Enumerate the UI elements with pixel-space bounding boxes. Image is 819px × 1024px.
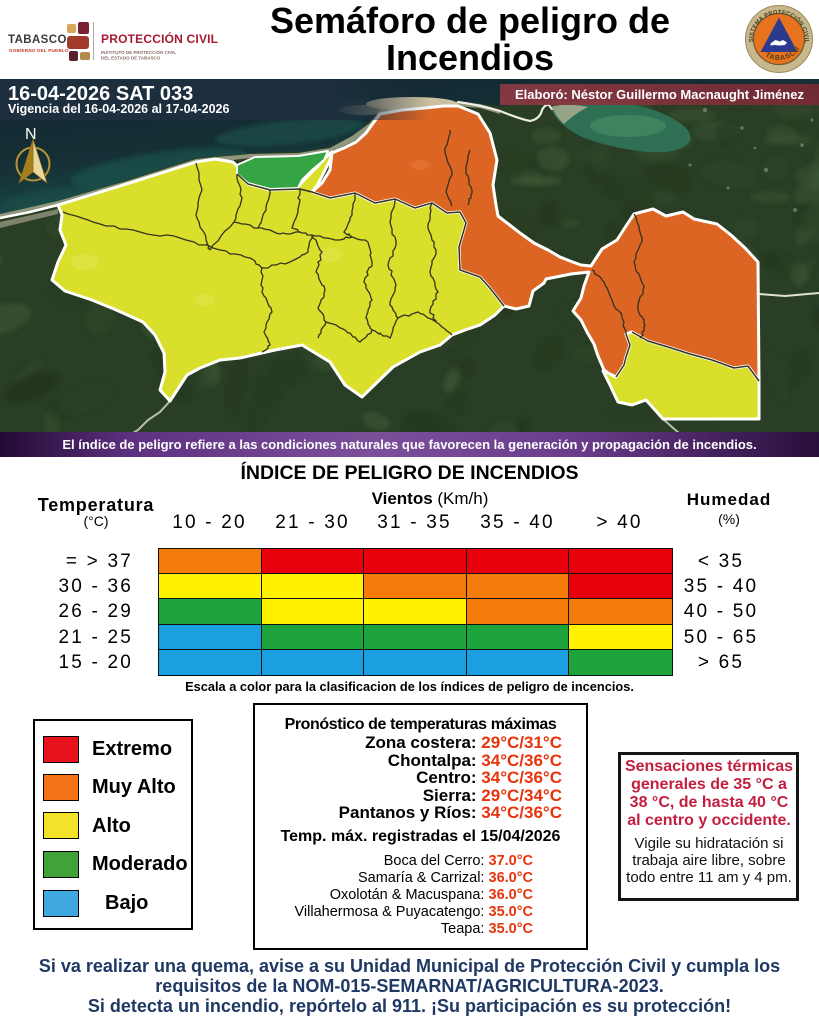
svg-text:N: N	[25, 126, 37, 143]
